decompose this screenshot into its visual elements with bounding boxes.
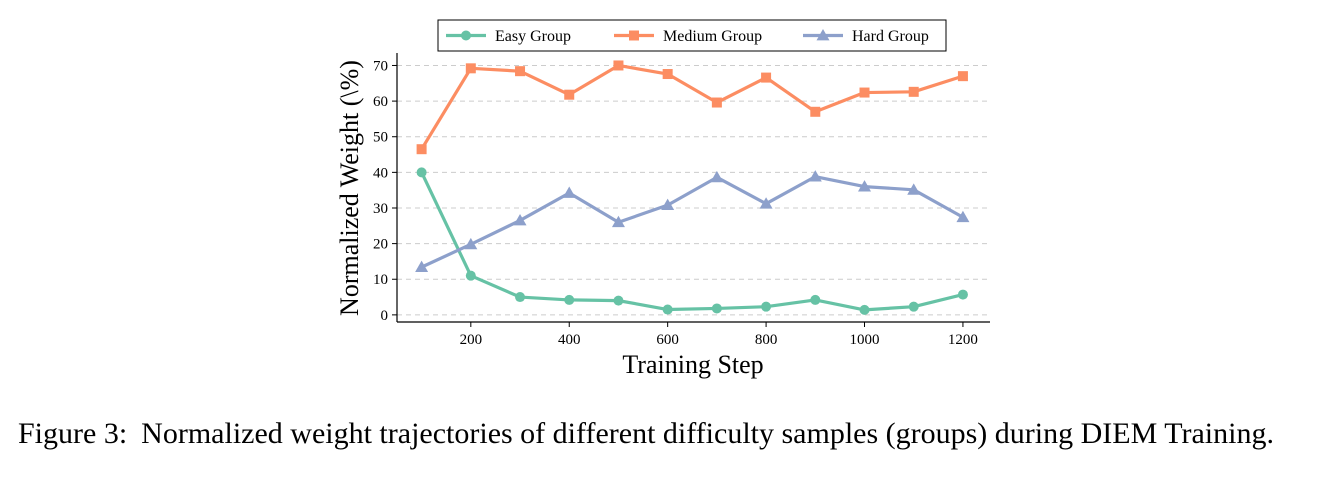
series-easy-group	[416, 167, 968, 315]
data-point	[416, 167, 427, 178]
y-tick-label: 70	[373, 58, 388, 74]
data-point	[858, 180, 872, 192]
data-point	[957, 289, 968, 300]
series-layer	[415, 60, 970, 315]
series-medium-group	[416, 60, 968, 155]
y-tick-label: 30	[373, 201, 388, 217]
legend-label: Medium Group	[663, 28, 762, 45]
data-point	[416, 144, 427, 155]
data-point	[415, 260, 429, 273]
legend: Easy Group Medium Group Hard Group	[437, 19, 947, 52]
data-point	[662, 304, 673, 315]
data-point	[761, 72, 772, 83]
legend-label: Hard Group	[852, 28, 929, 45]
data-point	[613, 295, 624, 306]
figure-label: Figure 3:	[18, 417, 128, 450]
data-point	[661, 198, 675, 211]
data-point	[810, 294, 821, 305]
axes	[396, 53, 990, 323]
data-point	[810, 106, 821, 117]
data-point	[613, 60, 624, 71]
y-tick-label: 20	[373, 237, 388, 253]
y-tick-label: 40	[373, 165, 388, 181]
x-tick-label: 1000	[850, 332, 880, 348]
ticks: 0 10 20 30 40 50 60 70 200 400 600 800 1000 1200	[373, 58, 978, 348]
data-point	[465, 63, 476, 74]
data-point	[859, 304, 870, 315]
data-point	[907, 183, 921, 195]
series-line	[420, 63, 964, 151]
x-tick-label: 200	[460, 332, 483, 348]
data-point	[564, 89, 575, 100]
data-point	[464, 237, 478, 250]
x-tick-label: 400	[558, 332, 581, 348]
figure-caption: Figure 3: Normalized weight trajectories …	[18, 418, 1310, 449]
x-axis-label: Training Step	[622, 350, 763, 379]
caption-text: Normalized weight trajectories of differ…	[141, 417, 1274, 450]
y-tick-label: 60	[373, 94, 388, 110]
data-point	[465, 270, 476, 281]
legend-marker	[629, 30, 639, 41]
series-line	[420, 171, 964, 312]
series-line	[420, 175, 964, 269]
data-point	[859, 87, 870, 98]
legend-marker	[816, 29, 830, 41]
data-point	[662, 69, 673, 80]
data-point	[957, 71, 968, 82]
data-point	[711, 97, 722, 108]
x-tick-label: 1200	[948, 332, 978, 348]
x-tick-label: 800	[755, 332, 778, 348]
y-tick-label: 50	[373, 130, 388, 146]
data-point	[808, 170, 822, 182]
data-point	[564, 294, 575, 305]
data-point	[908, 86, 919, 97]
x-tick-label: 600	[656, 332, 679, 348]
data-point	[562, 186, 576, 198]
data-point	[908, 301, 919, 312]
legend-label: Easy Group	[495, 28, 571, 45]
data-point	[513, 213, 527, 226]
data-point	[611, 215, 625, 228]
data-point	[759, 197, 773, 209]
data-point	[956, 210, 970, 223]
legend-marker	[461, 30, 471, 41]
data-point	[761, 301, 772, 312]
data-point	[515, 66, 526, 77]
y-axis-label: Normalized Weight (\%)	[335, 60, 364, 316]
data-point	[515, 292, 526, 303]
line-chart: 0 10 20 30 40 50 60 70 200 400 600 800 1000 1200 Trai…	[335, 19, 990, 379]
y-tick-label: 10	[373, 272, 388, 288]
series-hard-group	[415, 170, 970, 273]
legend-frame	[437, 19, 947, 52]
data-point	[711, 303, 722, 314]
data-point	[710, 170, 724, 183]
y-tick-label: 0	[381, 308, 389, 324]
